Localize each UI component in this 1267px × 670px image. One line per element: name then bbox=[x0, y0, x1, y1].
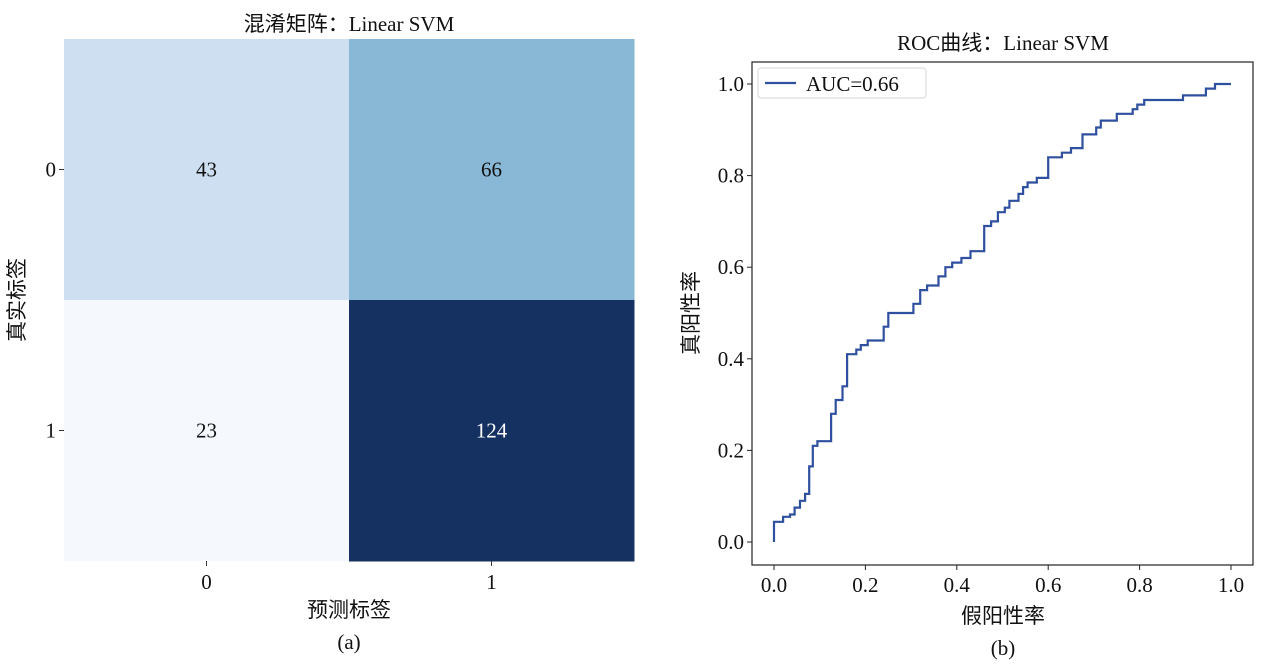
cm-y-tick-label: 1 bbox=[46, 419, 57, 443]
cm-cell-0-1 bbox=[349, 39, 635, 301]
cm-title: 混淆矩阵：Linear SVM bbox=[244, 12, 455, 36]
roc-y-tick-label: 0.2 bbox=[718, 438, 744, 462]
roc-x-tick-label: 1.0 bbox=[1218, 573, 1244, 597]
legend-frame bbox=[757, 67, 927, 99]
cm-cell-0-0 bbox=[64, 39, 350, 301]
roc-x-tick-label: 0.6 bbox=[1035, 573, 1061, 597]
legend-label: AUC=0.66 bbox=[806, 72, 899, 96]
roc-x-tick-label: 0.8 bbox=[1126, 573, 1152, 597]
roc-x-ticks: 0.0 0.2 0.4 0.6 0.8 1.0 bbox=[761, 565, 1244, 597]
roc-title: ROC曲线：Linear SVM bbox=[897, 31, 1109, 55]
cm-x-axis-label: 预测标签 bbox=[307, 598, 391, 622]
cm-cell-value-0-1: 66 bbox=[481, 158, 502, 182]
roc-y-tick-label: 0.0 bbox=[718, 530, 744, 554]
roc-y-tick-label: 0.4 bbox=[718, 347, 745, 371]
roc-y-ticks: 0.0 0.2 0.4 0.6 0.8 1.0 bbox=[718, 72, 752, 554]
cm-cell-value-1-1: 124 bbox=[476, 419, 508, 443]
roc-y-tick-label: 0.8 bbox=[718, 164, 744, 188]
cm-y-tick-label: 0 bbox=[46, 158, 57, 182]
roc-x-tick-label: 0.2 bbox=[852, 573, 878, 597]
cm-cells: 43 66 23 124 bbox=[64, 39, 635, 562]
roc-x-axis-label: 假阳性率 bbox=[961, 604, 1045, 628]
cm-cell-value-0-0: 43 bbox=[196, 158, 217, 182]
roc-panel: ROC曲线：Linear SVM 0.0 0.2 0.4 0.6 0.8 1.0 0.00… bbox=[679, 31, 1254, 660]
cm-cell-1-1 bbox=[349, 300, 635, 562]
cm-x-tick-label: 1 bbox=[486, 570, 497, 594]
roc-x-tick-label: 0.4 bbox=[944, 573, 971, 597]
cm-caption: (a) bbox=[337, 630, 360, 654]
roc-plot-frame bbox=[751, 61, 1254, 566]
cm-y-ticks: 01 bbox=[46, 158, 64, 443]
cm-cell-1-0 bbox=[64, 300, 350, 562]
roc-y-tick-label: 1.0 bbox=[718, 72, 744, 96]
roc-y-axis-label: 真阳性率 bbox=[679, 271, 703, 355]
roc-caption: (b) bbox=[991, 636, 1016, 660]
roc-curve-line bbox=[772, 82, 1231, 542]
cm-x-tick-label: 0 bbox=[201, 570, 212, 594]
roc-y-tick-label: 0.6 bbox=[718, 255, 744, 279]
cm-y-axis-label: 真实标签 bbox=[5, 258, 29, 342]
roc-x-tick-label: 0.0 bbox=[761, 573, 787, 597]
cm-cell-value-1-0: 23 bbox=[196, 419, 217, 443]
roc-legend: AUC=0.66 bbox=[757, 67, 927, 99]
